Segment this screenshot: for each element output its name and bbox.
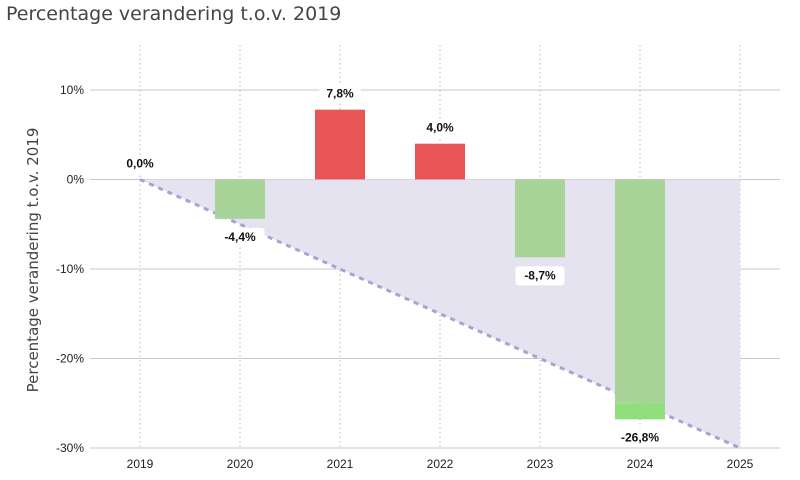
bars-layer: [215, 109, 665, 420]
data-label: -4,4%: [224, 230, 256, 244]
x-tick-label: 2019: [127, 457, 154, 471]
chart-title: Percentage verandering t.o.v. 2019: [6, 3, 342, 25]
bar: [615, 179, 665, 404]
x-tick-label: 2020: [227, 457, 254, 471]
y-tick-label: 0%: [67, 173, 85, 187]
data-label: -8,7%: [524, 268, 556, 282]
data-label: -26,8%: [621, 430, 659, 444]
data-label-background: [515, 266, 565, 286]
data-label-background: [215, 227, 265, 247]
y-tick-label: -30%: [56, 441, 84, 455]
y-tick-label: 10%: [60, 83, 84, 97]
reference-area-layer: [139, 178, 741, 450]
bar: [415, 143, 465, 180]
axis-labels-layer: 10% 0% -10% -20% -30% 2019 2020 2021 2022 2023 202…: [56, 83, 754, 471]
bar: [315, 109, 365, 180]
x-tick-label: 2024: [627, 457, 654, 471]
y-axis-label: Percentage verandering t.o.v. 2019: [24, 128, 42, 393]
bar: [215, 179, 265, 219]
bar-below-reference: [615, 403, 665, 420]
x-tick-label: 2022: [427, 457, 454, 471]
data-labels-layer: 0,0% -4,4% 7,8% 4,0% -8,7% -26,8%: [119, 84, 669, 448]
data-label: 0,0%: [126, 157, 154, 171]
y-tick-label: -20%: [56, 352, 84, 366]
data-label: 7,8%: [326, 87, 354, 101]
data-label-background: [319, 84, 361, 104]
x-tick-label: 2025: [727, 457, 754, 471]
x-tick-label: 2023: [527, 457, 554, 471]
bar: [515, 179, 565, 258]
x-tick-label: 2021: [327, 457, 354, 471]
data-label: 4,0%: [426, 121, 454, 135]
data-label-background: [419, 118, 461, 138]
data-label-background: [119, 154, 161, 174]
y-tick-label: -10%: [56, 262, 84, 276]
data-label-background: [611, 428, 669, 448]
